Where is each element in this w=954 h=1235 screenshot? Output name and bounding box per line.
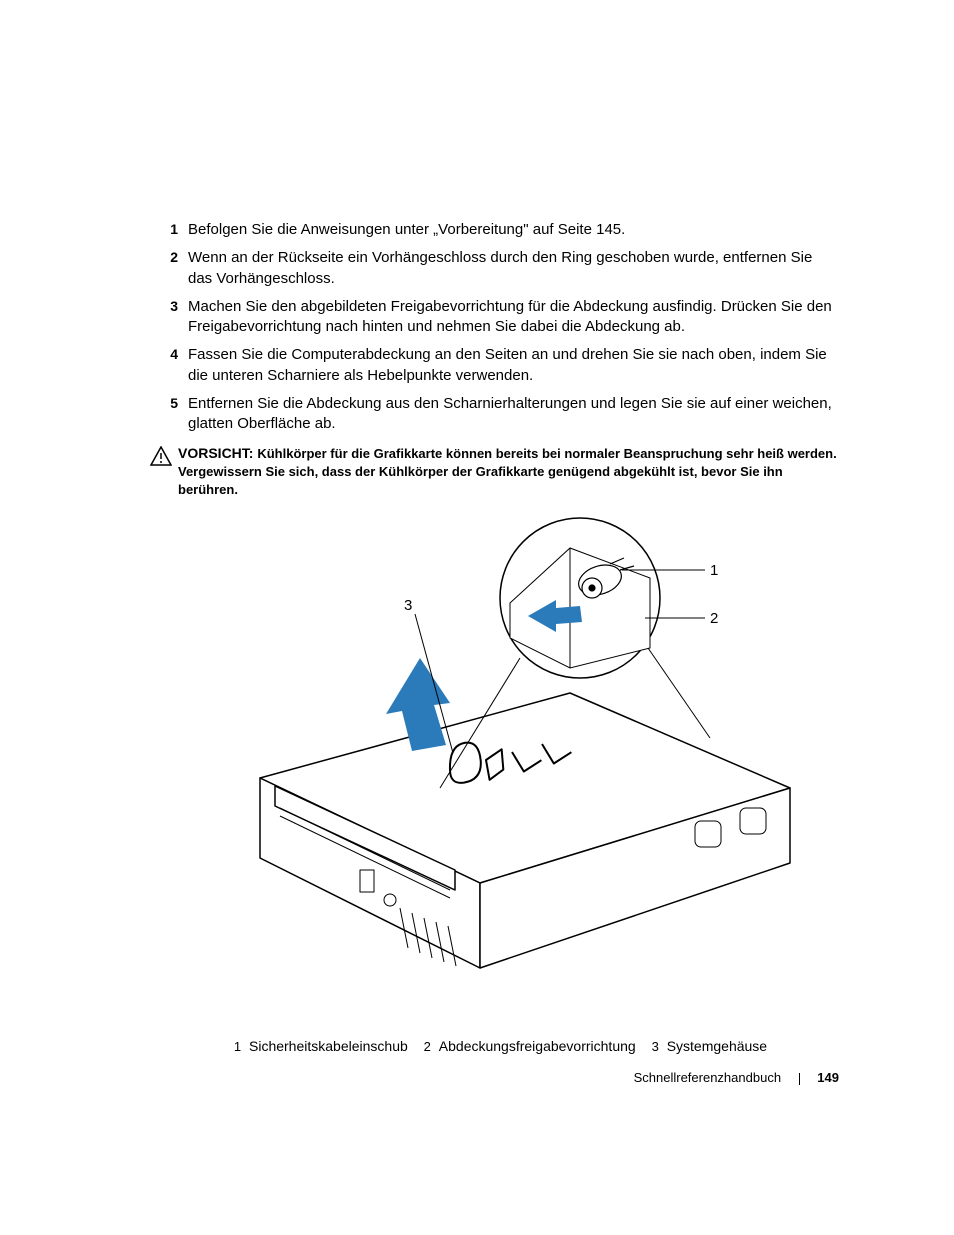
step-item: 3 Machen Sie den abgebildeten Freigabevo… <box>150 297 839 338</box>
callout-1: 1 <box>710 562 718 579</box>
legend-text: Systemgehäuse <box>667 1038 767 1054</box>
step-item: 5 Entfernen Sie die Abdeckung aus den Sc… <box>150 394 839 435</box>
detail-circle-icon <box>500 518 660 678</box>
step-text: Entfernen Sie die Abdeckung aus den Scha… <box>188 394 839 435</box>
step-text: Befolgen Sie die Anweisungen unter „Vorb… <box>188 220 839 240</box>
step-number: 1 <box>150 220 188 240</box>
legend-number: 3 <box>652 1039 659 1054</box>
footer-label: Schnellreferenzhandbuch <box>634 1070 781 1085</box>
caution-text: VORSICHT: Kühlkörper für die Grafikkarte… <box>178 444 839 498</box>
legend-text: Sicherheitskabeleinschub <box>249 1038 408 1054</box>
page: 1 Befolgen Sie die Anweisungen unter „Vo… <box>0 0 954 1235</box>
arrow-up-icon <box>386 658 450 751</box>
legend-text: Abdeckungsfreigabevorrichtung <box>439 1038 636 1054</box>
callout-3: 3 <box>404 597 412 614</box>
step-text: Wenn an der Rückseite ein Vorhängeschlos… <box>188 248 839 289</box>
step-number: 3 <box>150 297 188 338</box>
step-number: 2 <box>150 248 188 289</box>
step-text: Fassen Sie die Computerabdeckung an den … <box>188 345 839 386</box>
diagram-legend: 1 Sicherheitskabeleinschub 2 Abdeckungsf… <box>150 1038 839 1054</box>
warning-icon <box>150 444 178 466</box>
caution-label: VORSICHT: <box>178 445 257 461</box>
caution-body: Kühlkörper für die Grafikkarte können be… <box>178 446 837 496</box>
step-number: 4 <box>150 345 188 386</box>
footer-divider <box>799 1073 800 1085</box>
page-footer: Schnellreferenzhandbuch 149 <box>634 1070 839 1085</box>
computer-diagram: 1 2 3 <box>150 508 839 1028</box>
step-text: Machen Sie den abgebildeten Freigabevorr… <box>188 297 839 338</box>
step-list: 1 Befolgen Sie die Anweisungen unter „Vo… <box>150 220 839 434</box>
legend-number: 2 <box>424 1039 431 1054</box>
step-item: 2 Wenn an der Rückseite ein Vorhängeschl… <box>150 248 839 289</box>
caution-block: VORSICHT: Kühlkörper für die Grafikkarte… <box>150 444 839 498</box>
step-item: 4 Fassen Sie die Computerabdeckung an de… <box>150 345 839 386</box>
step-number: 5 <box>150 394 188 435</box>
callout-2: 2 <box>710 610 718 627</box>
legend-number: 1 <box>234 1039 241 1054</box>
page-number: 149 <box>817 1070 839 1085</box>
chassis-icon <box>260 693 790 968</box>
step-item: 1 Befolgen Sie die Anweisungen unter „Vo… <box>150 220 839 240</box>
